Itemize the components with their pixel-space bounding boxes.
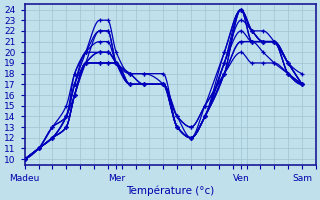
X-axis label: Température (°c): Température (°c) [126,185,214,196]
